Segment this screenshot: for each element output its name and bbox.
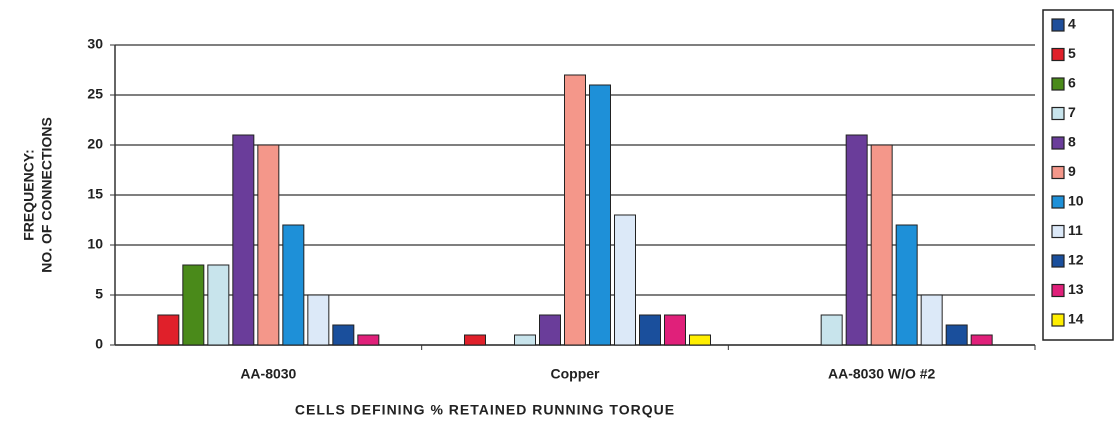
y-tick-label: 20 — [87, 136, 103, 152]
bar — [664, 314, 686, 346]
bar — [207, 264, 230, 346]
legend-label: 14 — [1068, 311, 1084, 327]
bar — [870, 144, 893, 346]
bar — [257, 144, 280, 346]
bar — [182, 264, 205, 346]
legend-swatch — [1051, 254, 1065, 268]
y-tick-label: 25 — [87, 86, 103, 102]
x-tick-label: AA-8030 W/O #2 — [828, 366, 936, 382]
legend-swatch — [1051, 224, 1065, 239]
bar — [282, 224, 305, 346]
y-tick-label: 0 — [95, 336, 103, 352]
y-tick-label: 10 — [87, 236, 103, 252]
legend-swatch — [1051, 136, 1065, 150]
bar — [357, 334, 380, 346]
bar — [820, 314, 843, 346]
y-tick-label: 30 — [87, 36, 103, 52]
y-axis-label: FREQUENCY: — [21, 149, 37, 241]
legend-swatch — [1051, 47, 1065, 62]
bar — [564, 74, 586, 346]
y-tick-label: 15 — [87, 186, 103, 202]
x-tick-label: Copper — [551, 366, 601, 382]
legend-swatch — [1051, 195, 1065, 209]
legend-swatch — [1051, 106, 1065, 121]
legend-label: 6 — [1068, 75, 1076, 91]
x-axis-label: CELLS DEFINING % RETAINED RUNNING TORQUE — [295, 402, 675, 418]
bar — [232, 134, 255, 346]
legend-label: 12 — [1068, 252, 1084, 268]
legend-label: 13 — [1068, 281, 1084, 297]
bar — [589, 84, 611, 346]
bar — [945, 324, 968, 346]
bar — [895, 224, 918, 346]
legend-label: 4 — [1068, 16, 1076, 32]
legend-swatch — [1051, 283, 1065, 298]
legend-label: 10 — [1068, 193, 1084, 209]
bar — [307, 294, 330, 346]
bar — [639, 314, 661, 346]
legend-swatch — [1051, 313, 1065, 327]
bar — [464, 334, 486, 346]
bar — [970, 334, 993, 346]
bar — [332, 324, 355, 346]
legend-swatch — [1051, 165, 1065, 180]
legend-label: 9 — [1068, 163, 1076, 179]
legend-swatch — [1051, 18, 1065, 32]
bar — [514, 334, 536, 346]
bar — [539, 314, 561, 346]
legend-label: 5 — [1068, 45, 1076, 61]
bar — [920, 294, 943, 346]
legend-label: 7 — [1068, 104, 1076, 120]
x-tick-label: AA-8030 — [240, 366, 296, 382]
bar — [689, 334, 711, 346]
bar — [157, 314, 180, 346]
bar — [614, 214, 636, 346]
y-axis-label: NO. OF CONNECTIONS — [39, 117, 55, 273]
legend-swatch — [1051, 77, 1065, 91]
bar — [845, 134, 868, 346]
legend-label: 11 — [1068, 222, 1083, 238]
legend-label: 8 — [1068, 134, 1076, 150]
y-tick-label: 5 — [95, 286, 103, 302]
